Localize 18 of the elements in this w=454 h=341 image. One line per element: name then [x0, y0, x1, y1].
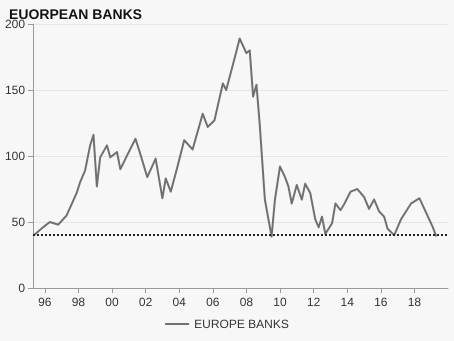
y-tick-label: 100 — [4, 149, 26, 163]
x-tick-label: 12 — [306, 295, 321, 309]
y-tick-label: 150 — [4, 83, 26, 97]
x-tick-label: 18 — [408, 295, 422, 309]
legend-label: EUROPE BANKS — [194, 317, 289, 331]
x-tick-label: 08 — [240, 295, 254, 309]
x-tick-label: 10 — [273, 295, 287, 309]
x-tick-label: 98 — [72, 295, 86, 309]
x-tick-label: 00 — [105, 295, 119, 309]
x-tick-label: 02 — [138, 295, 153, 309]
x-tick-label: 06 — [206, 295, 220, 309]
y-tick-label: 50 — [12, 215, 26, 229]
x-tick-label: 04 — [172, 295, 186, 309]
x-tick-label: 14 — [340, 295, 354, 309]
y-tick-label: 0 — [18, 281, 26, 295]
x-tick-label: 96 — [38, 295, 52, 309]
x-tick-label: 16 — [374, 295, 388, 309]
line-series — [32, 38, 438, 238]
